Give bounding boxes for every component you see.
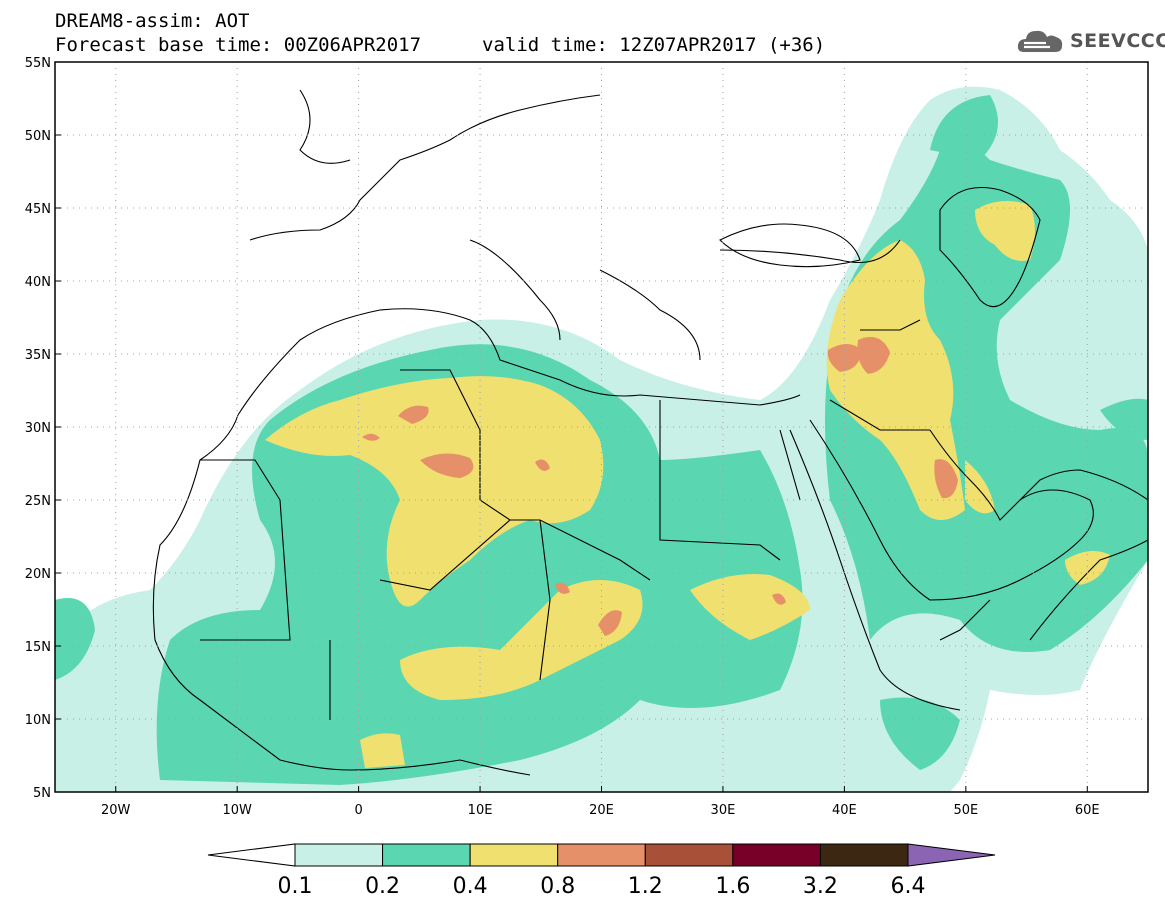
title-line-2: Forecast base time: 00Z06APR2017 <box>55 34 422 56</box>
aot-band-0.8 <box>362 336 958 636</box>
colorbar: 0.1 0.2 0.4 0.8 1.2 1.6 3.2 6.4 <box>207 843 996 899</box>
cloud-icon <box>1017 30 1063 52</box>
colorbar-swatch <box>469 843 559 867</box>
colorbar-swatch <box>557 843 646 867</box>
lon-tick-label: 20E <box>589 803 614 818</box>
lon-tick-label: 20W <box>101 803 131 818</box>
colorbar-label: 1.6 <box>715 874 750 899</box>
lat-tick-label: 35N <box>25 348 51 363</box>
coast-africa-north <box>237 308 801 416</box>
lat-tick-label: 25N <box>25 494 51 509</box>
lat-tick-label: 55N <box>25 56 51 71</box>
valid-time: valid time: 12Z07APR2017 (+36) <box>482 34 826 56</box>
lat-tick-label: 5N <box>33 786 51 801</box>
colorbar-swatch <box>644 843 734 867</box>
colorbar-over-triangle <box>907 843 996 867</box>
coast-black-sea <box>719 223 861 268</box>
colorbar-label: 3.2 <box>803 874 838 899</box>
colorbar-label: 0.2 <box>365 874 400 899</box>
border-lines <box>200 319 991 720</box>
colorbar-swatch <box>382 843 471 867</box>
lon-tick-label: 60E <box>1075 803 1100 818</box>
colorbar-label: 0.8 <box>540 874 575 899</box>
lon-tick-label: 40E <box>832 803 857 818</box>
lat-tick-label: 40N <box>25 275 51 290</box>
lat-tick-label: 10N <box>25 713 51 728</box>
lat-tick-label: 20N <box>25 567 51 582</box>
aot-band-0.4 <box>265 201 1110 768</box>
colorbar-swatch <box>819 843 909 867</box>
colorbar-label: 1.2 <box>628 874 663 899</box>
coast-arabian-sea <box>1029 539 1148 641</box>
lat-tick-label: 45N <box>25 202 51 217</box>
colorbar-under-triangle <box>207 843 296 867</box>
lat-tick-label: 15N <box>25 640 51 655</box>
lon-tick-label: 10W <box>222 803 252 818</box>
aot-field <box>55 86 1148 792</box>
lon-tick-label: 30E <box>711 803 736 818</box>
lat-tick-label: 30N <box>25 421 51 436</box>
coast-persian-gulf <box>929 429 1148 521</box>
colorbar-label: 0.4 <box>453 874 488 899</box>
lat-tick-label: 50N <box>25 129 51 144</box>
title-line-1: DREAM8-assim: AOT <box>55 10 250 32</box>
lon-tick-label: 0 <box>354 803 362 818</box>
colorbar-swatch <box>732 843 821 867</box>
lon-tick-label: 10E <box>468 803 493 818</box>
coastlines <box>152 89 1148 776</box>
map-axes: 55N 50N 45N 40N 35N 30N 25N 20N 15N 10N 5N 20W 10W 0 1… <box>25 56 1100 818</box>
logo-text: SEEVCCC <box>1070 30 1165 52</box>
colorbar-label: 0.1 <box>278 874 313 899</box>
coast-europe <box>249 89 901 361</box>
colorbar-label: 6.4 <box>891 874 926 899</box>
coast-red-sea <box>789 419 1094 711</box>
coast-caspian <box>939 186 1041 308</box>
lon-tick-label: 50E <box>953 803 978 818</box>
colorbar-swatch <box>294 843 384 867</box>
coast-africa-west <box>152 414 531 776</box>
seevccc-logo: SEEVCCC <box>1016 24 1165 58</box>
